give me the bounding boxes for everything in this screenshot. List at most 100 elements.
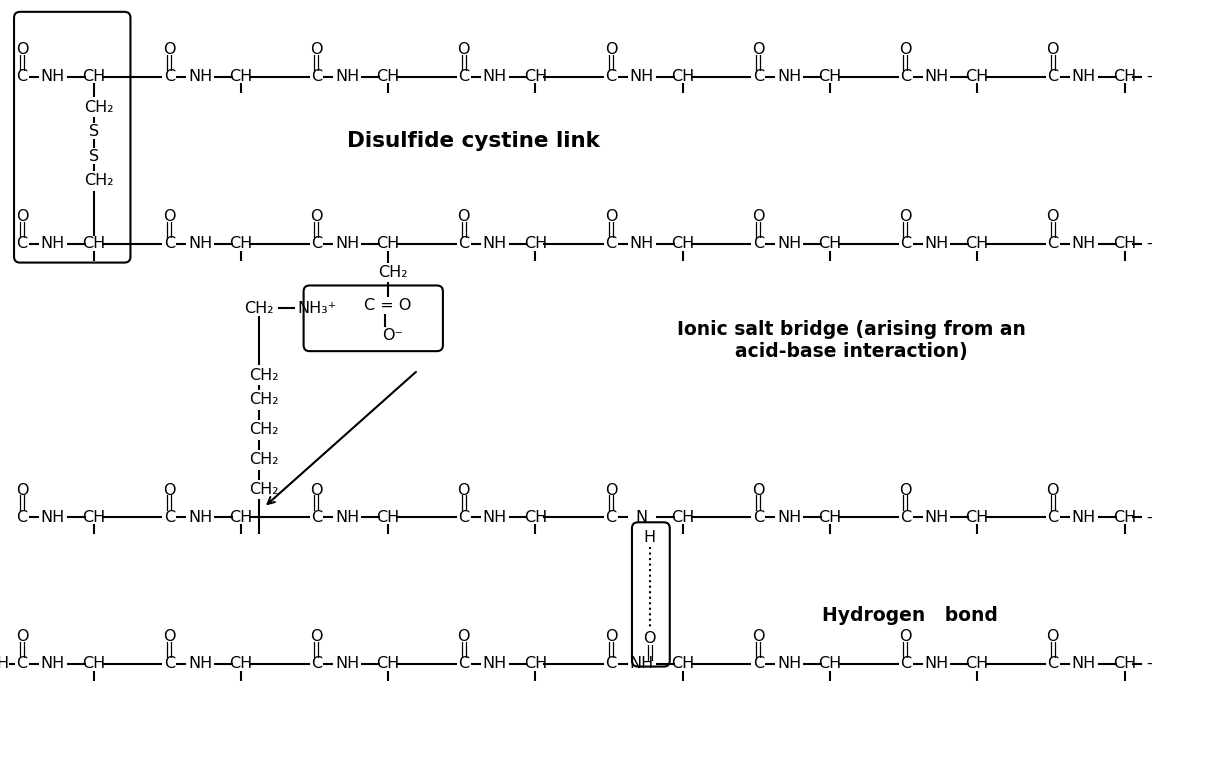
Text: O: O [1047,209,1059,225]
Text: C: C [606,69,617,84]
Text: CH: CH [82,510,105,524]
Text: C: C [16,236,27,251]
Text: O: O [310,483,322,498]
Text: CH: CH [376,69,400,84]
Text: NH: NH [1072,510,1096,524]
Text: ||: || [606,496,615,512]
Text: CH: CH [229,656,253,671]
Text: ||: || [164,222,174,238]
Text: O: O [163,209,175,225]
Text: O: O [1047,43,1059,57]
Text: CH₂: CH₂ [244,301,273,316]
Text: CH: CH [966,656,989,671]
Text: C: C [753,236,764,251]
Text: NH: NH [483,510,506,524]
Text: O: O [310,43,322,57]
Text: ||: || [311,641,321,657]
Text: Ionic salt bridge (arising from an
acid-base interaction): Ionic salt bridge (arising from an acid-… [678,320,1026,361]
Text: CH₂: CH₂ [83,174,113,188]
Text: O: O [752,483,765,498]
Text: O: O [644,631,656,646]
Text: CH: CH [818,236,841,251]
Text: CH: CH [229,510,253,524]
Text: CH: CH [376,656,400,671]
Text: O: O [16,483,28,498]
Text: C: C [16,69,27,84]
Text: CH: CH [671,656,694,671]
Text: O: O [604,43,618,57]
Text: O: O [604,629,618,644]
Text: ||: || [753,496,764,512]
Text: O: O [604,209,618,225]
Text: CH: CH [524,69,547,84]
Text: C: C [459,510,470,524]
Text: O⁻: O⁻ [381,328,402,343]
Text: ||: || [459,55,468,71]
Text: NH: NH [924,510,949,524]
Text: C: C [1047,656,1058,671]
Text: NH: NH [777,236,802,251]
Text: CH₂: CH₂ [249,422,278,437]
Text: CH: CH [524,656,547,671]
Text: C: C [164,236,175,251]
Text: ||: || [17,641,27,657]
Text: CH: CH [524,236,547,251]
Text: O: O [457,43,470,57]
Text: O: O [163,43,175,57]
Text: S: S [88,149,99,164]
Text: O: O [163,629,175,644]
Text: ||: || [459,496,468,512]
Text: CH: CH [966,69,989,84]
Text: NH: NH [188,510,212,524]
Text: CH: CH [376,236,400,251]
Text: O: O [900,483,912,498]
Text: CH₂: CH₂ [83,100,113,115]
Text: O: O [163,483,175,498]
Text: O: O [900,629,912,644]
Text: NH: NH [630,236,653,251]
Text: C: C [16,656,27,671]
Text: CH: CH [82,69,105,84]
Text: CH: CH [671,510,694,524]
Text: ||: || [17,496,27,512]
Text: ||: || [311,496,321,512]
Text: C: C [311,656,322,671]
Text: O: O [752,43,765,57]
Text: ||: || [17,222,27,238]
Text: CH: CH [818,510,841,524]
Text: C: C [900,656,911,671]
Text: O: O [1047,629,1059,644]
Text: NH: NH [1072,69,1096,84]
Text: C: C [164,510,175,524]
Text: CH: CH [376,510,400,524]
Text: O: O [604,483,618,498]
Text: O: O [457,483,470,498]
Text: O: O [310,629,322,644]
Text: CH₂: CH₂ [379,265,408,280]
Text: CH: CH [1113,236,1137,251]
Text: NH: NH [924,656,949,671]
Text: NH: NH [188,236,212,251]
Text: O: O [16,629,28,644]
Text: CH: CH [229,236,253,251]
Text: O: O [1047,483,1059,498]
Text: C: C [606,236,617,251]
Text: O: O [752,629,765,644]
Text: ||: || [901,641,911,657]
Text: C: C [900,236,911,251]
Text: NH: NH [188,656,212,671]
Text: ||: || [901,222,911,238]
Text: CH: CH [966,510,989,524]
Text: CH: CH [966,236,989,251]
Text: ||: || [459,222,468,238]
Text: NH: NH [483,656,506,671]
Text: NH: NH [40,656,65,671]
Text: C: C [311,510,322,524]
Text: ||: || [606,222,615,238]
Text: CH: CH [1113,656,1137,671]
Text: C: C [753,69,764,84]
Text: ||: || [1048,55,1058,71]
Text: ||: || [645,644,655,660]
Text: NH: NH [630,69,653,84]
Text: -: - [1146,236,1152,251]
